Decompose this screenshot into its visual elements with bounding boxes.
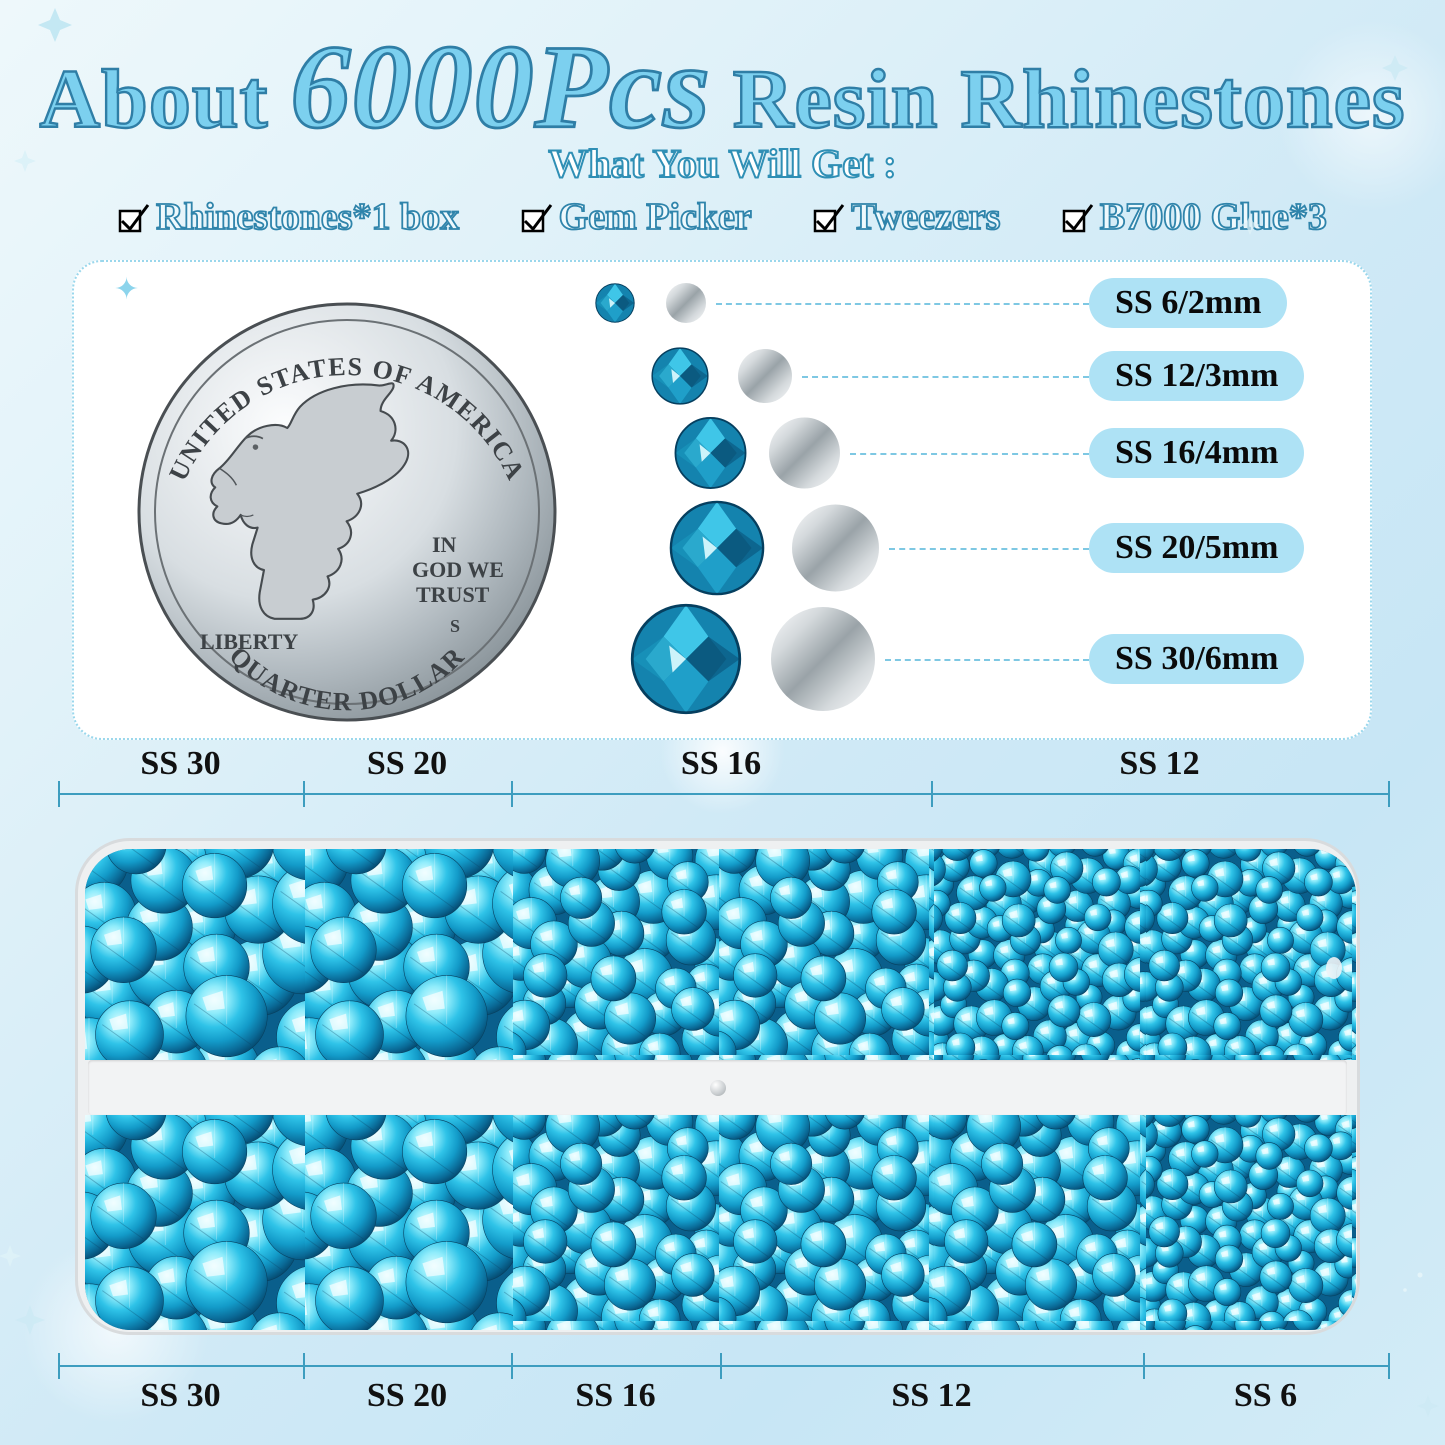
svg-text:IN: IN (432, 532, 457, 557)
svg-text:TRUST: TRUST (416, 582, 490, 607)
svg-text:S: S (450, 616, 460, 636)
svg-text:LIBERTY: LIBERTY (200, 629, 298, 654)
svg-text:GOD WE: GOD WE (412, 557, 504, 582)
